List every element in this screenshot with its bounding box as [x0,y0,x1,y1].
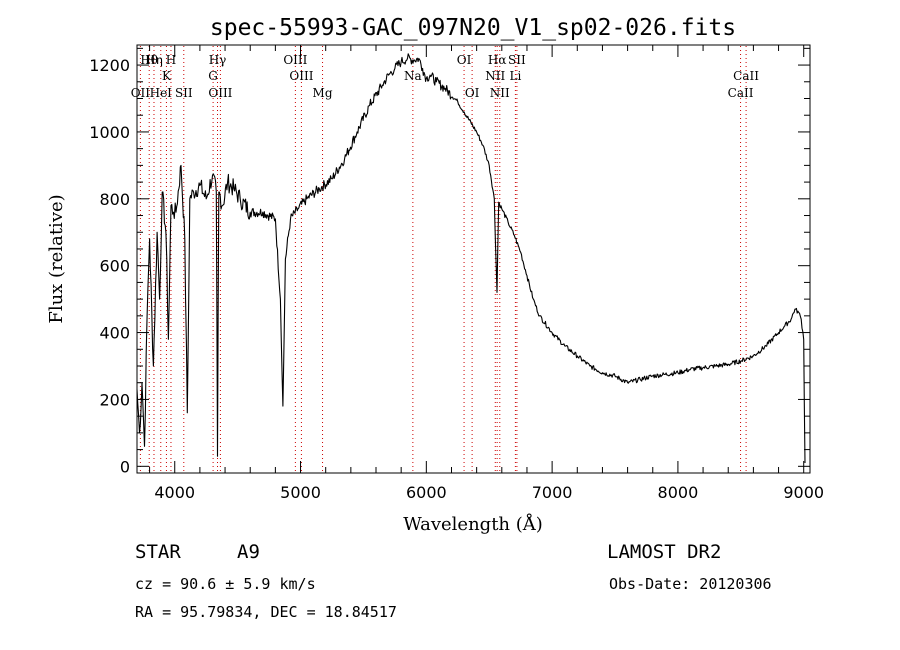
spectral-line-label: Hθ [140,53,158,67]
spectral-line-label: Li [509,69,521,83]
ra-dec-coordinates: RA = 95.79834, DEC = 18.84517 [135,603,397,621]
y-tick-label: 400 [99,324,130,343]
object-class: STAR [135,541,181,563]
y-tick-label: 800 [99,190,130,209]
plot-frame [136,44,811,474]
spectral-line-label: Hη [145,53,163,67]
spectral-line-label: Mg [313,86,333,100]
redshift-cz: cz = 90.6 ± 5.9 km/s [135,575,316,593]
x-axis-label: Wavelength (Å) [403,513,543,535]
spectral-line-label: NII [490,86,510,100]
spectral-line-label: K [162,69,172,83]
spectral-line-label: Hα [488,53,507,67]
y-tick-label: 600 [99,257,130,276]
y-tick-label: 1000 [89,123,130,142]
spectral-line-label: OII [131,86,151,100]
spectral-line-label: G [208,69,218,83]
spectral-line-label: SII [508,53,526,67]
spectrum-series-line [136,53,806,464]
spectral-line-label: CaII [728,86,754,100]
spectral-line-label: CaII [733,69,759,83]
spectral-line-markers [139,46,747,472]
spectral-line-label: H [166,53,176,67]
spectral-line-label: SII [175,86,193,100]
spectral-line-label: NII [485,69,505,83]
obs-date: Obs-Date: 20120306 [609,575,772,593]
survey-name: LAMOST DR2 [607,541,722,563]
spectral-line-label: OI [457,53,472,67]
y-axis-label: Flux (relative) [46,194,67,323]
x-axis-ticks: 4000 5000 6000 7000 8000 9000 [149,45,824,502]
x-tick-label: 8000 [658,483,699,502]
x-tick-label: 7000 [532,483,573,502]
y-axis-ticks: 0 200 400 600 800 1000 1200 [89,47,810,476]
spectral-line-label: Na [404,69,422,83]
x-tick-label: 5000 [280,483,321,502]
object-subclass: A9 [237,541,260,563]
y-tick-label: 200 [99,390,130,409]
y-tick-label: 0 [120,457,130,476]
spectral-line-label: Hγ [209,53,227,67]
spectral-line-label: HeI [150,86,173,100]
spectral-line-label: OIII [208,86,232,100]
chart-title: spec-55993-GAC_097N20_V1_sp02-026.fits [210,15,736,41]
x-tick-label: 9000 [783,483,824,502]
spectral-line-label: OI [465,86,480,100]
y-tick-label: 1200 [89,56,130,75]
x-tick-label: 6000 [406,483,447,502]
spectral-line-label: OIII [289,69,313,83]
spectral-line-label: OIII [283,53,307,67]
x-tick-label: 4000 [154,483,195,502]
